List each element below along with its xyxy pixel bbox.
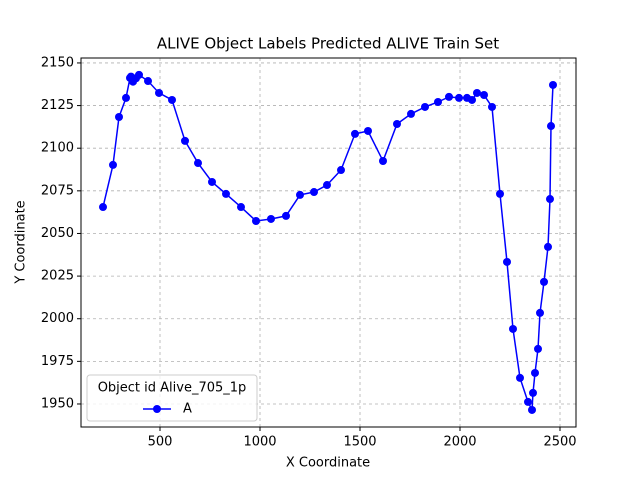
point [267, 214, 275, 223]
x-tick-label: 500 [148, 435, 173, 450]
point [528, 405, 536, 414]
legend-box [86, 374, 258, 422]
legend-title: Object id Alive_705_1p [98, 381, 247, 396]
point [351, 129, 359, 138]
point [434, 97, 442, 106]
point [296, 190, 304, 199]
point [536, 308, 544, 317]
point [135, 70, 143, 79]
point [524, 397, 532, 406]
point [509, 324, 517, 333]
x-tick-label: 2500 [543, 435, 576, 450]
legend-label: A [183, 402, 192, 417]
y-tick-label: 1975 [41, 354, 74, 369]
point [393, 119, 401, 128]
point [194, 159, 202, 168]
point [144, 77, 152, 86]
point [503, 257, 511, 266]
point [480, 91, 488, 100]
y-tick-label: 2025 [41, 269, 74, 284]
y-tick-label: 1950 [41, 396, 74, 411]
x-tick-label: 1500 [343, 435, 376, 450]
point [547, 122, 555, 131]
point [549, 80, 557, 89]
y-tick-label: 2000 [41, 311, 74, 326]
x-tick-label: 2000 [443, 435, 476, 450]
point [473, 88, 481, 97]
point [407, 109, 415, 118]
point [488, 102, 496, 111]
point [282, 211, 290, 220]
point [540, 277, 548, 286]
chart-title: ALIVE Object Labels Predicted ALIVE Trai… [157, 35, 499, 53]
point [222, 189, 230, 198]
y-tick-label: 2150 [41, 55, 74, 70]
y-tick-label: 2100 [41, 141, 74, 156]
point [468, 95, 476, 104]
point [496, 189, 504, 198]
point [529, 388, 537, 397]
point [379, 156, 387, 165]
point [323, 181, 331, 190]
y-tick-label: 2075 [41, 183, 74, 198]
point [534, 344, 542, 353]
point [115, 112, 123, 121]
x-tick-label: 1000 [243, 435, 276, 450]
point [516, 373, 524, 382]
x-axis-label: X Coordinate [286, 456, 370, 471]
point [181, 136, 189, 145]
point [122, 93, 130, 102]
point [168, 95, 176, 104]
point [252, 217, 260, 226]
point [544, 242, 552, 251]
line [102, 73, 554, 413]
point [310, 188, 318, 197]
point [445, 92, 453, 101]
plot-frame [80, 57, 577, 428]
y-axis-label: Y Coordinate [14, 200, 29, 284]
point [155, 88, 163, 97]
point [421, 102, 429, 111]
point [237, 203, 245, 212]
y-tick-label: 2125 [41, 98, 74, 113]
point [208, 177, 216, 186]
point [109, 160, 117, 169]
point [337, 166, 345, 175]
point [531, 368, 539, 377]
y-tick-label: 2050 [41, 226, 74, 241]
point [364, 126, 372, 135]
point [455, 93, 463, 102]
point [546, 195, 554, 204]
legend-marker [153, 405, 161, 413]
point [99, 203, 107, 212]
